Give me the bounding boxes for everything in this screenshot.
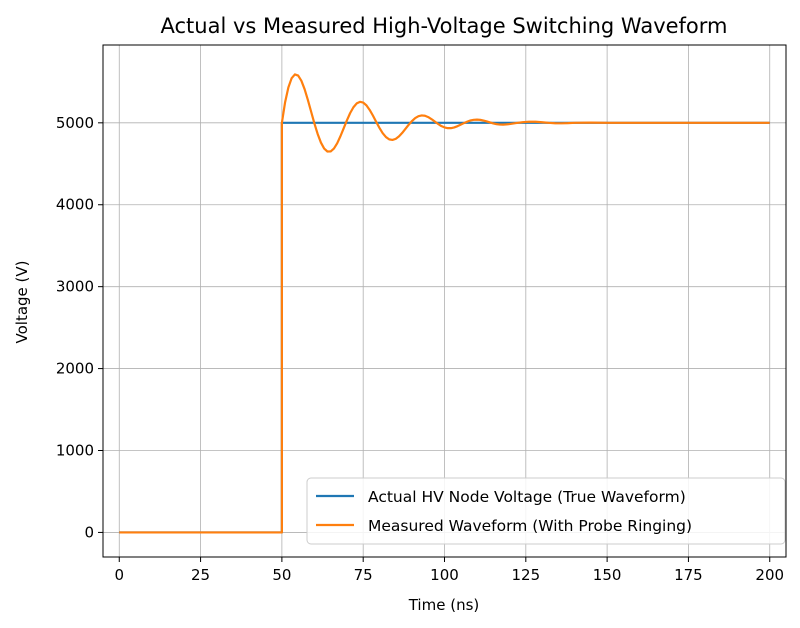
y-tick-label: 3000 <box>56 278 94 296</box>
x-tick-label: 125 <box>511 566 540 584</box>
x-tick-label: 150 <box>593 566 622 584</box>
series-line-measured <box>119 73 770 534</box>
x-axis-title: Time (ns) <box>408 596 480 614</box>
y-tick-label: 0 <box>84 523 94 541</box>
legend-label-actual: Actual HV Node Voltage (True Waveform) <box>368 488 686 506</box>
x-tick-label: 200 <box>755 566 784 584</box>
x-tick-label: 50 <box>272 566 291 584</box>
x-tick-label: 25 <box>191 566 210 584</box>
x-tick-label: 0 <box>114 566 124 584</box>
legend-label-measured: Measured Waveform (With Probe Ringing) <box>368 517 692 535</box>
chart-title: Actual vs Measured High-Voltage Switchin… <box>161 14 728 38</box>
y-tick-label: 2000 <box>56 360 94 378</box>
series-layer <box>119 73 770 534</box>
y-tick-label: 1000 <box>56 442 94 460</box>
y-tick-label: 5000 <box>56 114 94 132</box>
x-tick-label: 100 <box>430 566 459 584</box>
x-tick-label: 75 <box>354 566 373 584</box>
x-tick-label: 175 <box>674 566 703 584</box>
grid <box>103 45 786 557</box>
legend-box <box>306 477 786 545</box>
ticks: 0 25 50 75 100 125 150 175 200010002000300040005… <box>56 114 784 584</box>
legend: Actual HV Node Voltage (True Waveform) M… <box>306 477 786 545</box>
y-tick-label: 4000 <box>56 196 94 214</box>
y-axis-title: Voltage (V) <box>13 261 31 344</box>
